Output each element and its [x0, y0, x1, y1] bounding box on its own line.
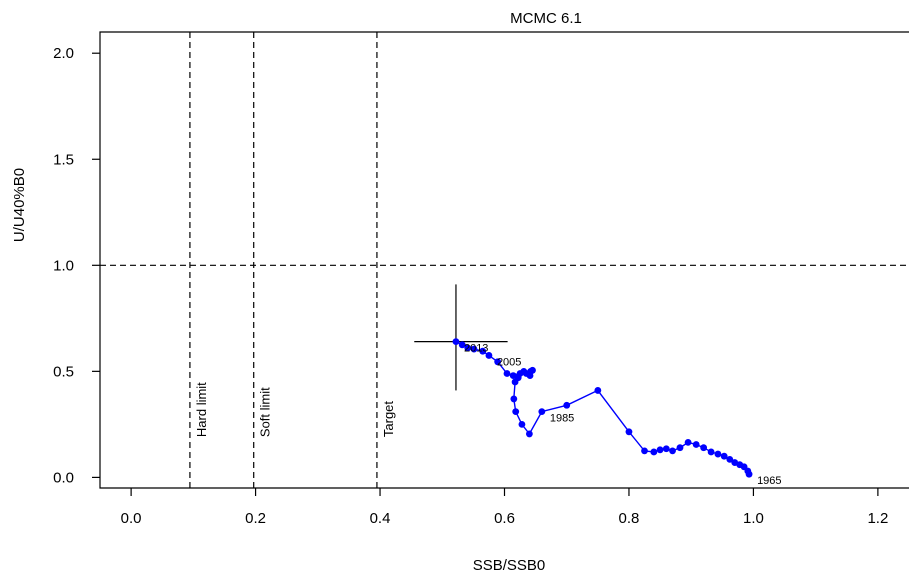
series-point	[662, 445, 670, 453]
x-tick-label: 1.2	[867, 510, 888, 527]
series-point	[700, 444, 708, 452]
x-tick-label: 0.6	[494, 510, 515, 527]
year-label: 2013	[464, 343, 488, 355]
series-point	[656, 446, 664, 454]
series-point	[503, 370, 511, 377]
series-point	[641, 447, 648, 455]
series-point	[563, 401, 571, 409]
series-point	[625, 428, 633, 436]
series-point	[726, 455, 734, 463]
x-tick-label: 1.0	[743, 510, 764, 527]
year-label: 1965	[757, 475, 781, 487]
axes: 0.0 0.2 0.4 0.6 0.8 1.0 1.2 0.0 0.5 1.0 1.5 2.0	[53, 31, 909, 527]
y-tick-label: 1.5	[53, 151, 74, 168]
series-point	[676, 444, 684, 452]
series-point	[731, 459, 739, 466]
x-tick-label: 0.2	[245, 510, 266, 527]
y-tick-label: 1.0	[53, 257, 74, 274]
series-point	[470, 345, 478, 353]
x-tick-label: 0.4	[370, 510, 391, 527]
x-tick-label: 0.8	[619, 510, 640, 527]
series-point	[494, 358, 502, 366]
series-point	[669, 447, 676, 455]
y-tick-label: 0.0	[53, 469, 74, 486]
y-tick-label: 0.5	[53, 363, 74, 380]
y-tick-label: 2.0	[53, 45, 74, 62]
series-point	[510, 395, 518, 403]
ref-line-label: Hard limit	[194, 382, 209, 437]
series-point	[525, 430, 533, 438]
series-group	[452, 338, 753, 478]
series-point	[714, 450, 722, 458]
year-label: 2005	[497, 356, 521, 368]
series-point	[684, 439, 692, 446]
series-point	[485, 352, 493, 359]
series-point	[650, 448, 658, 456]
series-point	[720, 452, 728, 460]
series-point	[520, 367, 528, 375]
series-point	[452, 338, 460, 346]
year-labels: 1965 1985 2005 2013	[464, 343, 782, 488]
ref-line-label: Soft limit	[258, 387, 273, 437]
series-point	[518, 420, 526, 428]
x-tick-label: 0.0	[121, 510, 142, 527]
x-axis-title: SSB/SSB0	[473, 557, 546, 574]
series-point	[479, 347, 487, 355]
y-axis-title: U/U40%B0	[11, 168, 28, 242]
series-point	[538, 408, 546, 416]
credibility-interval	[414, 284, 508, 391]
series-point	[594, 387, 602, 394]
chart-title: MCMC 6.1	[510, 10, 582, 27]
reference-lines: Hard limit Soft limit Target	[100, 32, 909, 488]
series-point	[458, 341, 466, 349]
series-point	[526, 372, 534, 379]
series-point	[692, 441, 700, 448]
series-point	[707, 448, 715, 456]
ref-line-label: Target	[381, 401, 396, 438]
plot-frame	[99, 31, 909, 489]
series-point	[509, 372, 517, 379]
series-point	[529, 366, 536, 374]
series-point	[512, 408, 520, 416]
year-label: 1985	[550, 413, 574, 425]
series-point	[464, 344, 472, 352]
